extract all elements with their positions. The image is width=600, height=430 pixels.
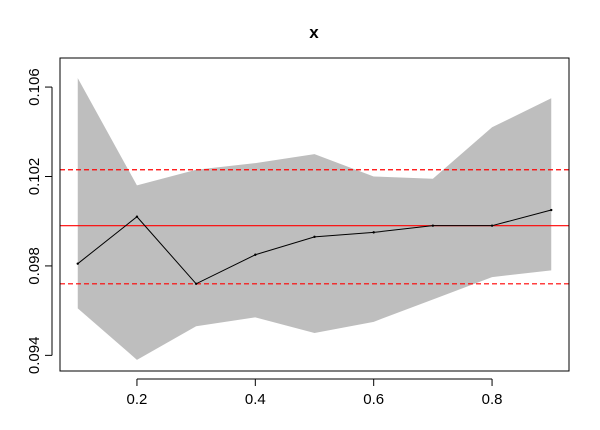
- x-tick-label: 0.8: [482, 391, 503, 408]
- x-tick-label: 0.4: [245, 391, 266, 408]
- x-tick-label: 0.2: [127, 391, 148, 408]
- y-tick-label: 0.106: [26, 68, 43, 106]
- y-axis: 0.094 0.098 0.102 0.106: [26, 68, 53, 375]
- x-axis: 0.2 0.4 0.6 0.8: [127, 378, 503, 408]
- data-point: [313, 235, 316, 239]
- data-point: [194, 282, 198, 286]
- data-point: [254, 253, 257, 256]
- y-tick-label: 0.102: [26, 158, 43, 196]
- x-tick-label: 0.6: [363, 391, 384, 408]
- y-tick-label: 0.094: [26, 337, 43, 375]
- data-point: [550, 208, 553, 212]
- data-point: [76, 262, 79, 265]
- data-point: [490, 224, 494, 227]
- plot-frame: [59, 57, 570, 372]
- chart-title: x: [309, 23, 319, 42]
- confidence-band-layer: [77, 78, 552, 360]
- data-point: [372, 231, 375, 234]
- confidence-band: [77, 78, 552, 360]
- data-point: [431, 224, 435, 227]
- y-tick-label: 0.098: [26, 247, 43, 285]
- data-point: [135, 215, 139, 218]
- series-layer: [76, 208, 553, 286]
